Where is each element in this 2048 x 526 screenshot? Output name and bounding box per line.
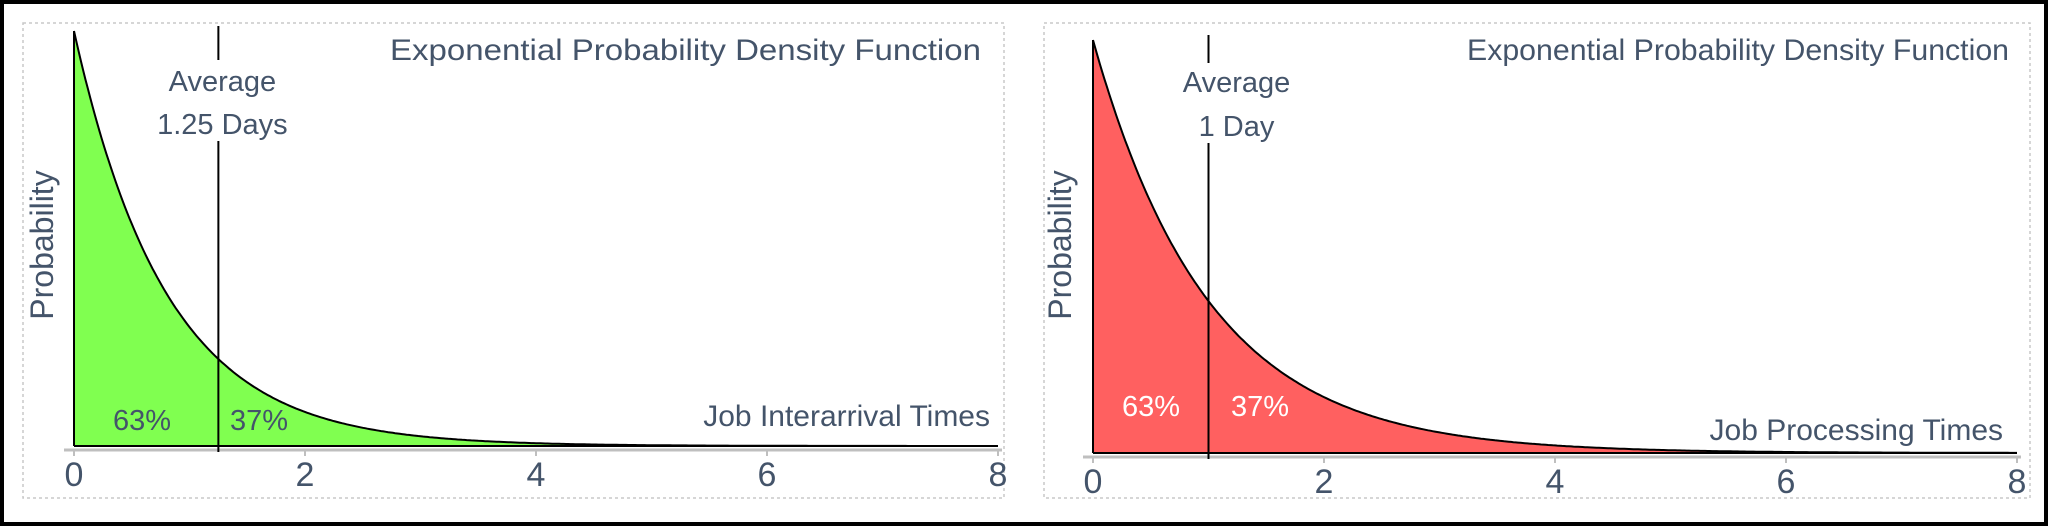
x-tick-label: 0 xyxy=(65,456,84,494)
average-label: 1 Day xyxy=(1199,111,1275,143)
y-axis-label: Probability xyxy=(1042,170,1078,319)
x-axis-label: Job Interarrival Times xyxy=(703,400,990,433)
x-tick-label: 6 xyxy=(758,456,777,494)
x-tick-label: 4 xyxy=(527,456,546,494)
chart-title: Exponential Probability Density Function xyxy=(1467,34,2009,67)
area-percent-label: 63% xyxy=(113,405,171,437)
x-tick-label: 8 xyxy=(989,456,1008,494)
average-label: Average xyxy=(1183,67,1291,99)
y-axis-label: Probability xyxy=(24,170,60,319)
x-tick-label: 6 xyxy=(1777,463,1796,501)
x-tick-label: 4 xyxy=(1546,463,1565,501)
chart-frame xyxy=(22,22,1005,499)
average-label: Average xyxy=(169,66,277,98)
density-area xyxy=(1093,40,2017,453)
area-percent-label: 37% xyxy=(1231,391,1289,423)
chart-title: Exponential Probability Density Function xyxy=(390,34,981,67)
area-percent-label: 63% xyxy=(1122,391,1180,423)
x-tick-label: 2 xyxy=(296,456,315,494)
chart-1: 0 2 4 6 8 Average 1.25 Days 63% 37% Exponential P… xyxy=(22,22,1008,499)
x-tick-label: 0 xyxy=(1084,463,1103,501)
chart-frame xyxy=(1043,22,2031,499)
x-tick-label: 2 xyxy=(1315,463,1334,501)
area-percent-label: 37% xyxy=(230,405,288,437)
density-area xyxy=(74,31,998,446)
x-axis-label: Job Processing Times xyxy=(1710,414,2003,447)
average-label: 1.25 Days xyxy=(157,109,288,141)
x-tick-label: 8 xyxy=(2008,463,2027,501)
chart-2: 0 2 4 6 8 Average 1 Day 63% 37% Exponential Proba… xyxy=(1042,22,2031,501)
